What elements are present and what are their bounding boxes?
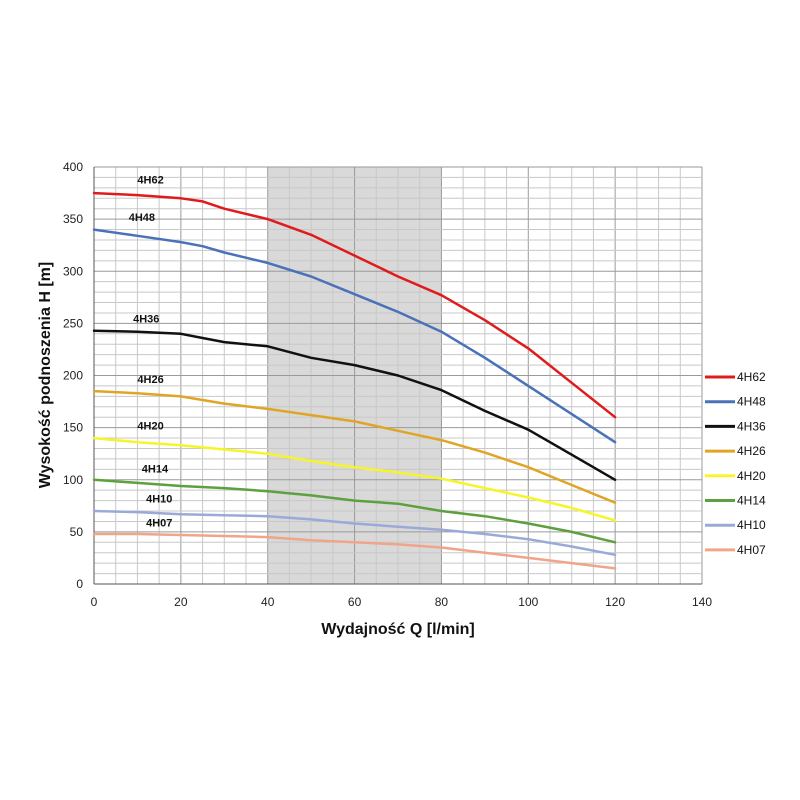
x-tick-label: 120 — [605, 595, 625, 609]
y-tick-label: 100 — [63, 473, 83, 487]
y-tick-label: 200 — [63, 369, 83, 383]
y-tick-label: 300 — [63, 264, 83, 278]
x-tick-label: 0 — [91, 595, 98, 609]
y-tick-label: 250 — [63, 316, 83, 330]
series-line-4h62 — [92, 191, 617, 419]
series-line-4h07 — [92, 532, 617, 570]
series-label-4h26: 4H26 — [137, 374, 163, 386]
legend-label-4h07: 4H07 — [737, 543, 766, 557]
legend-label-4h26: 4H26 — [737, 444, 766, 458]
y-tick-label: 400 — [63, 160, 83, 174]
y-tick-label: 350 — [63, 212, 83, 226]
x-tick-label: 40 — [261, 595, 275, 609]
axis-layer: 0 20 40 60 80 100 120 140 0 50 100 150 200 250 300 350 4… — [63, 160, 712, 609]
series-label-4h20: 4H20 — [137, 421, 163, 433]
series-layer — [92, 191, 617, 570]
legend-label-4h10: 4H10 — [737, 518, 766, 532]
series-line-4h48 — [92, 228, 617, 444]
x-tick-label: 60 — [348, 595, 362, 609]
y-axis-title: Wysokość podnoszenia H [m] — [37, 262, 54, 488]
series-label-4h36: 4H36 — [133, 313, 159, 325]
series-line-4h14 — [92, 478, 617, 544]
series-label-4h07: 4H07 — [146, 518, 172, 530]
x-tick-label: 20 — [174, 595, 188, 609]
x-axis-title: Wydajność Q [l/min] — [321, 621, 475, 638]
series-line-4h26 — [92, 389, 617, 504]
legend: 4H62 4H48 4H36 4H26 4H20 4H14 4H10 4H07 — [705, 370, 766, 557]
x-tick-label: 100 — [518, 595, 538, 609]
legend-label-4h20: 4H20 — [737, 469, 766, 483]
x-tick-label: 140 — [692, 595, 712, 609]
series-line-4h36 — [92, 329, 617, 482]
x-tick-label: 80 — [435, 595, 449, 609]
series-label-4h62: 4H62 — [137, 175, 163, 187]
y-tick-label: 50 — [70, 525, 84, 539]
series-line-4h10 — [92, 509, 617, 557]
legend-label-4h48: 4H48 — [737, 395, 766, 409]
series-label-4h14: 4H14 — [142, 463, 169, 475]
legend-label-4h62: 4H62 — [737, 370, 766, 384]
series-label-4h10: 4H10 — [146, 494, 172, 506]
legend-label-4h36: 4H36 — [737, 419, 766, 433]
series-label-layer: 4H62 4H48 4H36 4H26 4H20 4H14 4H10 4H07 — [129, 175, 173, 530]
y-tick-label: 0 — [76, 577, 83, 591]
series-line-4h20 — [92, 436, 617, 522]
legend-label-4h14: 4H14 — [737, 494, 766, 508]
y-tick-label: 150 — [63, 421, 83, 435]
series-label-4h48: 4H48 — [129, 212, 155, 224]
